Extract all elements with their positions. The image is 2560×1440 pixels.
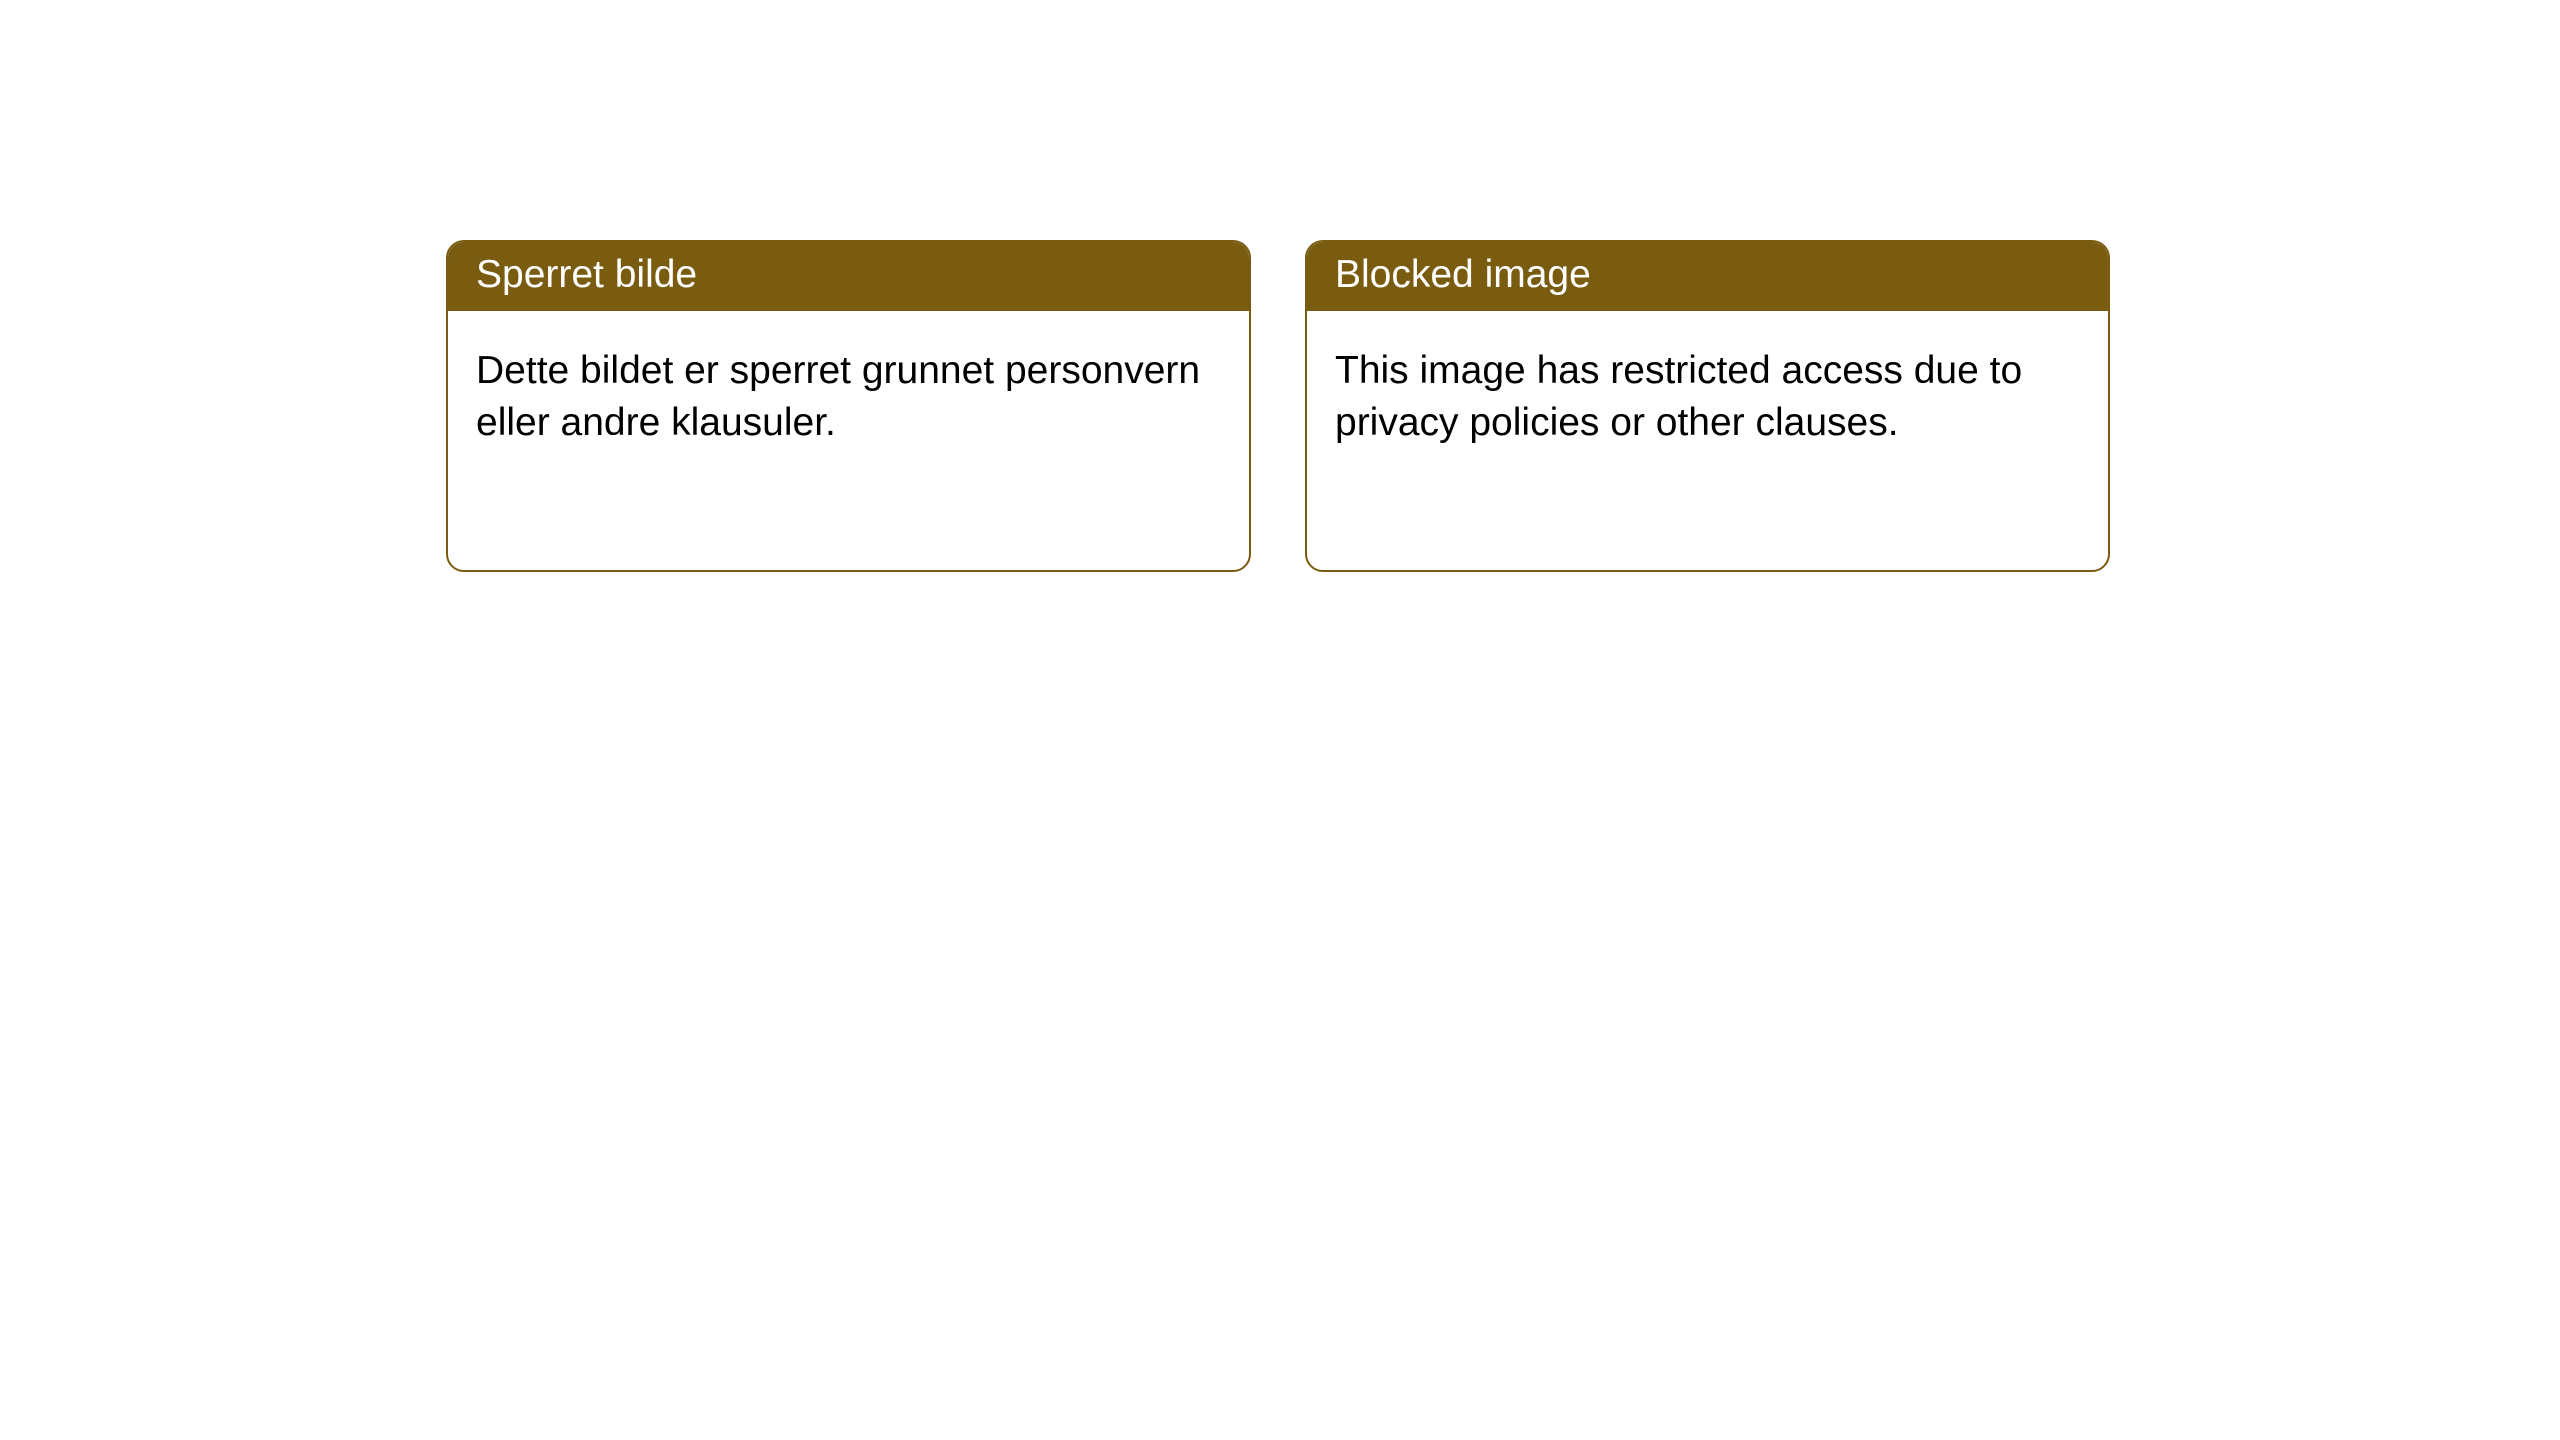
card-body: This image has restricted access due to … [1307,311,2108,484]
blocked-image-card-en: Blocked image This image has restricted … [1305,240,2110,572]
notice-container: Sperret bilde Dette bildet er sperret gr… [446,240,2110,572]
blocked-image-card-no: Sperret bilde Dette bildet er sperret gr… [446,240,1251,572]
card-header: Sperret bilde [448,242,1249,311]
card-body: Dette bildet er sperret grunnet personve… [448,311,1249,484]
card-header: Blocked image [1307,242,2108,311]
